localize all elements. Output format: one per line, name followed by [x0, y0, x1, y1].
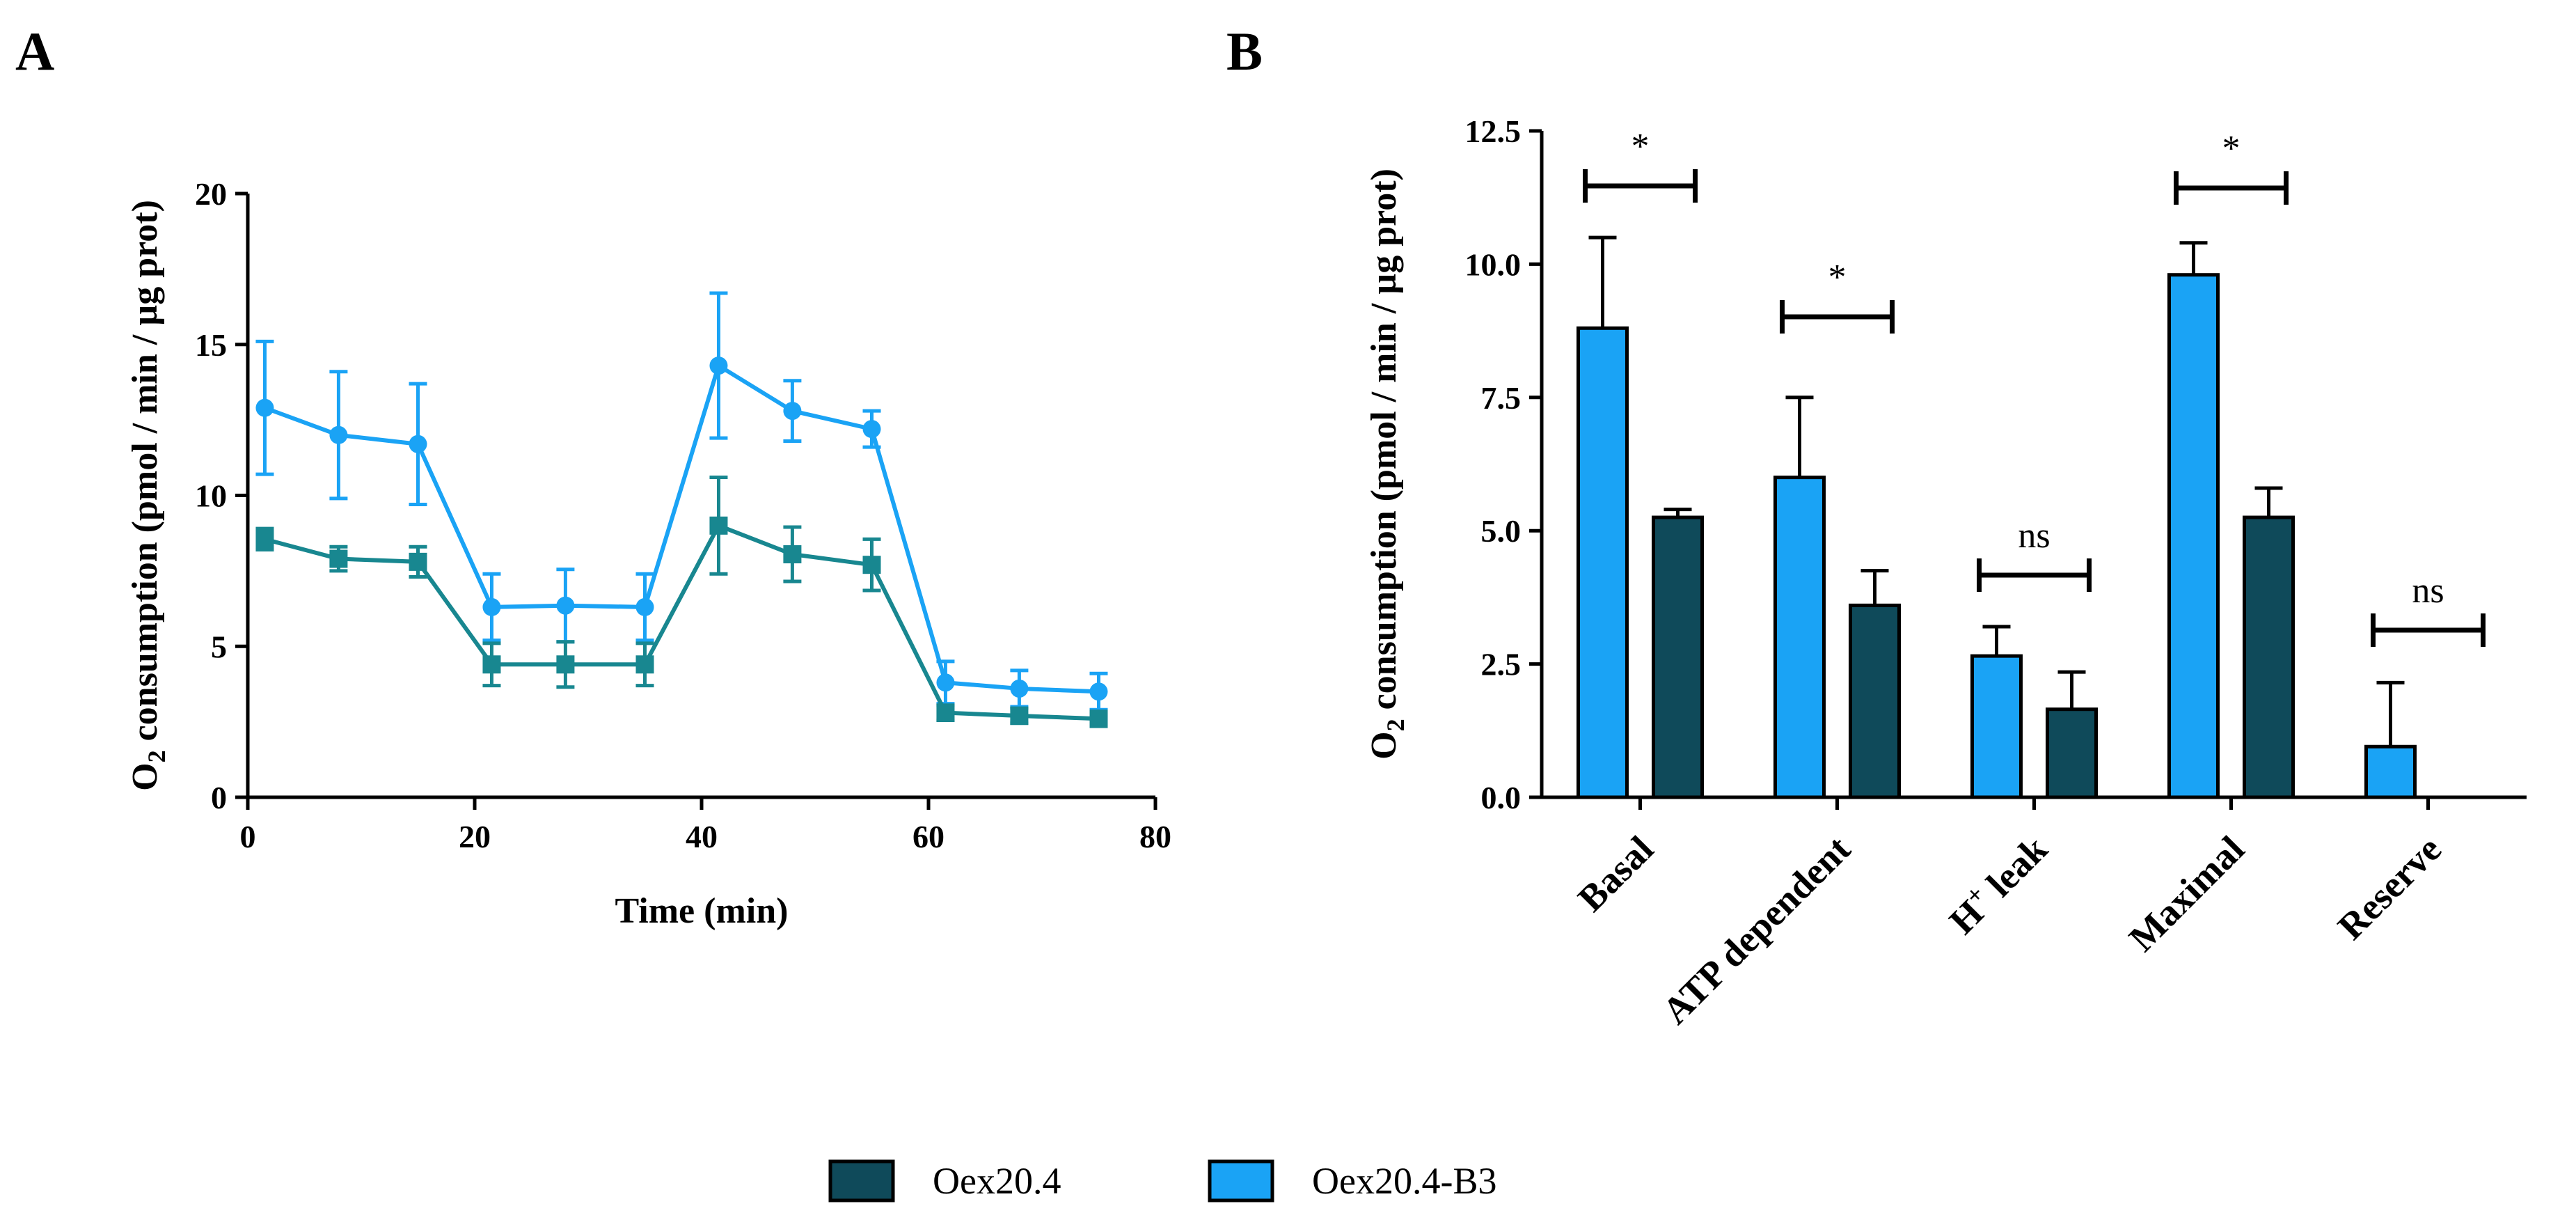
bar-oex20-4 — [1849, 603, 1901, 799]
legend-label-oex20-4-b3: Oex20.4-B3 — [1312, 1160, 1496, 1202]
data-point — [862, 420, 881, 439]
y-tick-label-a: 5 — [211, 629, 227, 664]
group-basal: * Basal — [1570, 127, 1704, 920]
group-reserve: ns Reserve — [2330, 571, 2486, 948]
data-point — [635, 597, 654, 616]
data-point — [1089, 710, 1108, 728]
data-point — [936, 703, 955, 722]
significance-label: * — [2222, 129, 2241, 169]
data-point — [556, 596, 575, 615]
y-axis-title-b: O2 consumption (pmol / min / µg prot) — [1364, 169, 1409, 760]
data-point — [862, 556, 881, 574]
bar-oex20-4-b3 — [1577, 326, 1629, 799]
data-point — [709, 357, 728, 375]
y-tick-label-a: 0 — [211, 780, 227, 815]
data-point — [329, 549, 348, 568]
data-point — [1010, 706, 1029, 725]
group-maximal: * Maximal — [2121, 129, 2295, 959]
data-point — [709, 516, 728, 535]
legend-swatch-oex20-4 — [828, 1159, 895, 1203]
data-point — [635, 655, 654, 674]
data-point — [556, 655, 575, 674]
x-tick-label-a: 0 — [240, 819, 256, 854]
y-tick-label-b: 5.0 — [1481, 513, 1522, 549]
x-tick-label-a: 80 — [1139, 819, 1171, 854]
legend-label-oex20-4: Oex20.4 — [933, 1160, 1061, 1202]
series-line-oex20-4-b3 — [264, 362, 1099, 694]
panel-label-a: A — [15, 21, 54, 81]
panel-label-b: B — [1226, 21, 1263, 81]
data-point — [1010, 679, 1029, 698]
bar-oex20-4-b3 — [2364, 744, 2417, 799]
y-axis-title-a: O2 consumption (pmol / min / µg prot) — [125, 200, 171, 791]
x-tick-label-a: 20 — [459, 819, 491, 854]
y-tick-label-b: 2.5 — [1481, 647, 1522, 682]
chart-a-time-course: 0 5 10 15 20 0 20 40 60 80 Time (min) O2 consumptio… — [125, 176, 1171, 931]
category-label: Maximal — [2121, 828, 2252, 959]
data-point — [482, 655, 501, 674]
group-h-leak: ns H+ leak — [1939, 516, 2098, 942]
data-point — [482, 597, 501, 616]
data-point — [1089, 682, 1108, 701]
x-tick-label-a: 60 — [912, 819, 945, 854]
legend: Oex20.4 Oex20.4-B3 — [828, 1159, 1496, 1203]
data-point — [329, 425, 348, 444]
bar-oex20-4 — [2243, 515, 2295, 799]
x-tick-label-a: 40 — [686, 819, 718, 854]
series-line-oex20-4 — [264, 523, 1099, 721]
category-label: H+ leak — [1939, 826, 2055, 942]
data-point — [783, 545, 802, 564]
chart-b-bar-summary: 0.0 2.5 5.0 7.5 10.0 12.5 O2 consumption (pmol… — [1364, 113, 2527, 1032]
y-tick-label-a: 10 — [195, 478, 227, 514]
significance-label: ns — [2412, 571, 2444, 611]
series-oex20-4 — [255, 475, 1108, 728]
data-point — [936, 673, 955, 692]
bar-oex20-4 — [2046, 707, 2098, 799]
category-label: ATP dependent — [1654, 828, 1858, 1032]
y-tick-label-b: 12.5 — [1465, 113, 1522, 149]
data-point — [409, 552, 427, 571]
bar-oex20-4-b3 — [1970, 654, 2023, 799]
data-point — [255, 398, 274, 417]
y-tick-label-a: 20 — [195, 176, 227, 212]
y-tick-label-b: 0.0 — [1481, 780, 1522, 815]
y-tick-label-b: 7.5 — [1481, 380, 1522, 416]
bar-oex20-4-b3 — [1773, 476, 1826, 799]
legend-swatch-oex20-4-b3 — [1208, 1159, 1274, 1203]
series-oex20-4-b3 — [255, 291, 1108, 712]
y-tick-label-b: 10.0 — [1465, 246, 1522, 282]
data-point — [409, 434, 427, 453]
bar-oex20-4 — [1652, 515, 1704, 799]
significance-label: * — [1631, 127, 1650, 166]
bar-oex20-4-b3 — [2167, 273, 2220, 799]
significance-label: * — [1828, 258, 1847, 297]
y-tick-label-a: 15 — [195, 327, 227, 363]
data-point — [255, 530, 274, 549]
significance-label: ns — [2018, 516, 2050, 556]
category-label: Basal — [1570, 828, 1661, 920]
category-label: Reserve — [2330, 828, 2449, 948]
data-point — [783, 402, 802, 421]
x-axis-title-a: Time (min) — [615, 891, 789, 931]
